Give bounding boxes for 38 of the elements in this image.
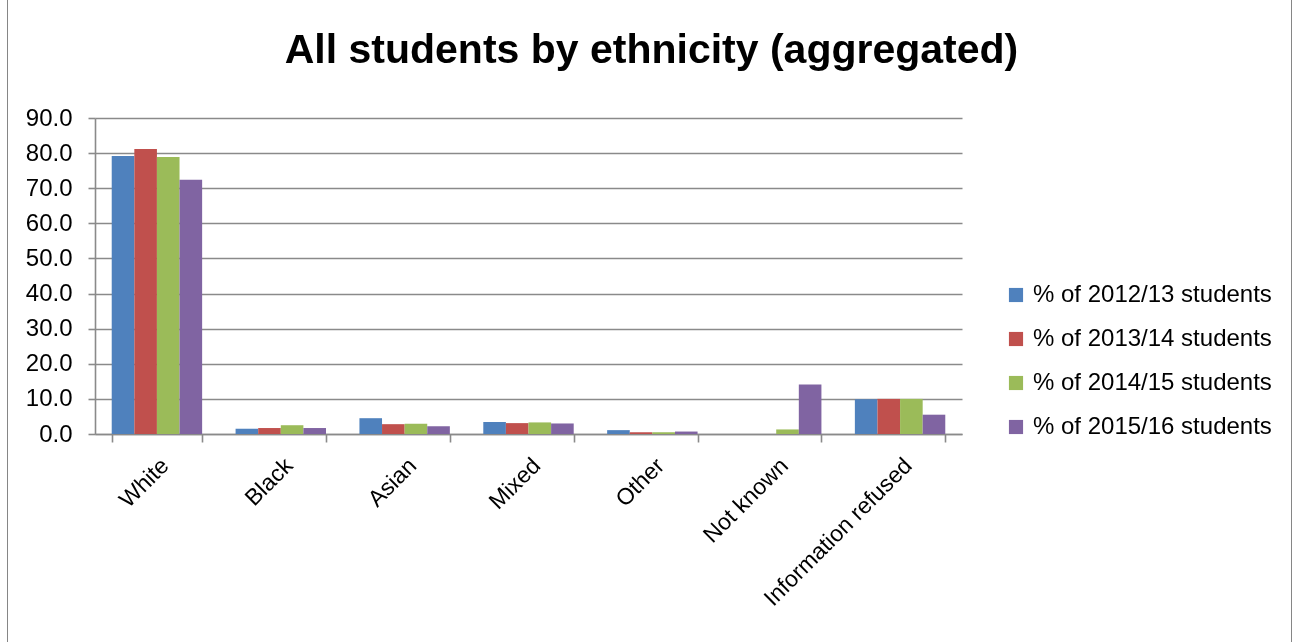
- legend-label: % of 2013/14 students: [1033, 324, 1272, 351]
- bar: [922, 414, 946, 434]
- y-tick-label: 0.0: [39, 419, 73, 447]
- y-tick-label: 50.0: [25, 243, 73, 271]
- bar: [427, 426, 450, 434]
- y-tick-label: 30.0: [25, 314, 73, 342]
- bar: [505, 423, 529, 434]
- legend-label: % of 2012/13 students: [1033, 280, 1272, 307]
- legend-label: % of 2015/16 students: [1033, 412, 1272, 439]
- bar: [900, 398, 923, 434]
- bar: [280, 425, 304, 434]
- bar: [483, 422, 506, 434]
- bar: [877, 398, 901, 434]
- bar: [854, 399, 878, 434]
- bar: [404, 423, 428, 434]
- bar: [179, 179, 203, 434]
- y-tick-label: 20.0: [25, 349, 73, 377]
- legend-label: % of 2014/15 students: [1033, 368, 1272, 395]
- y-tick-label: 90.0: [25, 103, 73, 131]
- y-tick-label: 80.0: [25, 138, 73, 166]
- bar: [111, 155, 135, 434]
- bar: [798, 384, 822, 434]
- bar: [134, 148, 157, 434]
- bar: [607, 430, 630, 434]
- y-tick-label: 10.0: [25, 384, 73, 412]
- bar: [528, 422, 552, 434]
- bar: [551, 423, 574, 434]
- bar: [776, 429, 799, 434]
- bar: [235, 428, 259, 434]
- bar: [303, 428, 326, 434]
- y-tick-label: 40.0: [25, 279, 73, 307]
- y-tick-label: 70.0: [25, 173, 73, 201]
- bar: [258, 428, 281, 434]
- bar: [382, 424, 405, 434]
- y-tick-label: 60.0: [25, 208, 73, 236]
- bar: [156, 156, 180, 434]
- chart-title: All students by ethnicity (aggregated): [284, 26, 1019, 72]
- bar: [359, 418, 383, 434]
